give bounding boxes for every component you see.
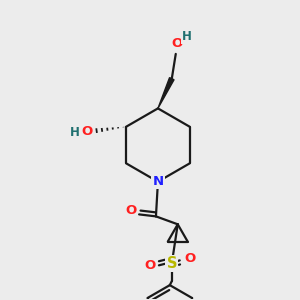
- Text: O: O: [144, 259, 156, 272]
- Text: O: O: [81, 125, 92, 138]
- Text: H: H: [182, 30, 192, 43]
- Text: N: N: [152, 175, 164, 188]
- Text: S: S: [167, 256, 177, 271]
- Text: O: O: [171, 38, 182, 50]
- Text: H: H: [70, 126, 80, 139]
- Polygon shape: [158, 78, 174, 108]
- Text: O: O: [126, 204, 137, 217]
- Text: O: O: [184, 252, 195, 265]
